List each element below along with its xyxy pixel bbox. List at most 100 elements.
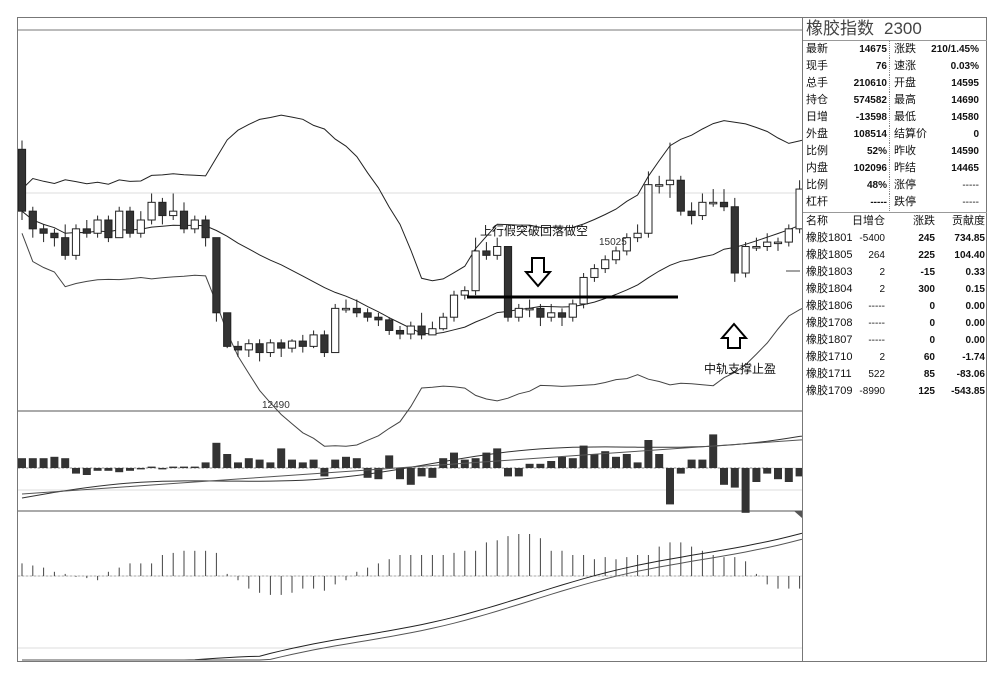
contract-row[interactable]: 橡胶1801 -5400 245 734.85: [803, 230, 987, 247]
candle: [460, 286, 469, 300]
contract-row[interactable]: 橡胶1708 ----- 0 0.00: [803, 315, 987, 332]
volume-bar: [676, 468, 685, 474]
contract-row[interactable]: 橡胶1804 2 300 0.15: [803, 281, 987, 298]
contract-cell: -----: [868, 335, 885, 346]
volume-bar: [763, 468, 772, 474]
quote-row: 比例 52% 昨收 14590: [803, 143, 987, 160]
quote-cell: 最高: [894, 94, 916, 106]
contract-cell: 300: [918, 284, 935, 295]
candle: [471, 237, 480, 296]
quote-row: 内盘 102096 昨结 14465: [803, 160, 987, 177]
volume-line: [21, 439, 802, 495]
candle-down: [212, 237, 221, 314]
volume-bar: [61, 458, 70, 468]
candle-down: [61, 237, 70, 256]
candle: [277, 339, 286, 357]
quote-cell: 结算价: [894, 128, 927, 140]
contract-cell: 橡胶1806: [806, 300, 853, 312]
candle: [28, 206, 37, 238]
contract-row[interactable]: 橡胶1709 -8990 125 -543.85: [803, 383, 987, 400]
contract-cell: 104.40: [954, 250, 985, 261]
volume-bar: [655, 454, 664, 468]
contract-row[interactable]: 橡胶1806 ----- 0 0.00: [803, 298, 987, 315]
candle-down: [233, 345, 243, 351]
candle-down: [17, 148, 27, 212]
volume-bar: [212, 442, 221, 468]
candle-down: [39, 228, 48, 234]
volume-bar: [18, 458, 26, 468]
contract-cell: 225: [918, 250, 935, 261]
candle-up: [644, 184, 653, 234]
candlesticks: [17, 140, 802, 362]
up-arrow-icon: [719, 322, 749, 349]
candle-up: [115, 210, 124, 239]
candle: [568, 299, 577, 322]
volume-bar: [169, 466, 178, 468]
volume-bar: [795, 468, 802, 477]
candle-down: [676, 179, 685, 212]
contract-row[interactable]: 橡胶1711 522 85 -83.06: [803, 366, 987, 383]
candle-up: [331, 307, 340, 354]
candle-up: [784, 228, 793, 243]
quote-cell: 210610: [853, 78, 887, 89]
volume-bar: [255, 459, 264, 468]
candle: [363, 308, 372, 322]
quote-panel: 橡胶指数 2300 最新 14675 涨跌 210/1.45% 现手 76 速涨 0.03% 总手…: [802, 18, 987, 661]
quote-row: 比例 48% 涨停 -----: [803, 177, 987, 194]
candle: [655, 175, 664, 194]
candle-down: [158, 201, 167, 217]
candle-up: [579, 276, 588, 305]
down-arrow-icon: [523, 257, 553, 288]
volume-bar: [774, 468, 782, 480]
candle-down: [50, 232, 59, 239]
candle-down: [482, 250, 491, 256]
candle-down: [385, 319, 394, 331]
quote-cell: 速涨: [894, 60, 916, 72]
volume-bar: [504, 468, 512, 477]
volume-bar: [536, 463, 545, 468]
contract-row[interactable]: 橡胶1710 2 60 -1.74: [803, 349, 987, 366]
candle-up: [655, 184, 664, 187]
contract-row[interactable]: 橡胶1805 264 225 104.40: [803, 247, 987, 264]
candle: [795, 180, 802, 234]
volume-bar: [126, 468, 134, 471]
candle: [169, 193, 178, 220]
instrument-title: 橡胶指数 2300: [803, 18, 987, 41]
volume-bar: [428, 468, 437, 478]
candle: [104, 215, 113, 243]
contract-cell: -543.85: [951, 386, 985, 397]
volume-bar: [266, 462, 275, 468]
quote-row: 最新 14675 涨跌 210/1.45%: [803, 41, 987, 58]
contract-cell: -15: [920, 267, 935, 278]
contract-cell: -5400: [859, 233, 885, 244]
volume-bar: [568, 458, 577, 468]
bollinger-bands: [21, 114, 802, 447]
candle-up: [471, 250, 480, 292]
candle-up: [514, 307, 523, 318]
volume-bar: [82, 468, 91, 475]
contract-cell: 60: [923, 352, 935, 363]
candle-down: [557, 312, 567, 318]
candle: [244, 339, 253, 357]
candle-up: [493, 246, 502, 256]
quote-cell: 0.03%: [950, 61, 979, 72]
volume-bar: [558, 456, 566, 468]
candle: [212, 237, 221, 322]
volume-bar: [234, 462, 242, 468]
contract-row[interactable]: 橡胶1803 2 -15 0.33: [803, 264, 987, 281]
candle: [298, 334, 307, 353]
candle: [125, 206, 135, 238]
volume-bar: [352, 458, 361, 468]
candle-up: [190, 219, 199, 230]
quote-cell: 14675: [859, 44, 887, 55]
candle-up: [309, 334, 318, 347]
volume-bar: [406, 468, 415, 485]
volume-bar: [72, 468, 80, 474]
contract-row[interactable]: 橡胶1807 ----- 0 0.00: [803, 332, 987, 349]
contract-cell: 橡胶1709: [806, 385, 853, 397]
volume-bar: [482, 452, 491, 468]
volume-bar: [687, 459, 696, 468]
candle: [579, 273, 588, 309]
kline-chart[interactable]: [0, 0, 802, 677]
candle-up: [547, 312, 556, 318]
